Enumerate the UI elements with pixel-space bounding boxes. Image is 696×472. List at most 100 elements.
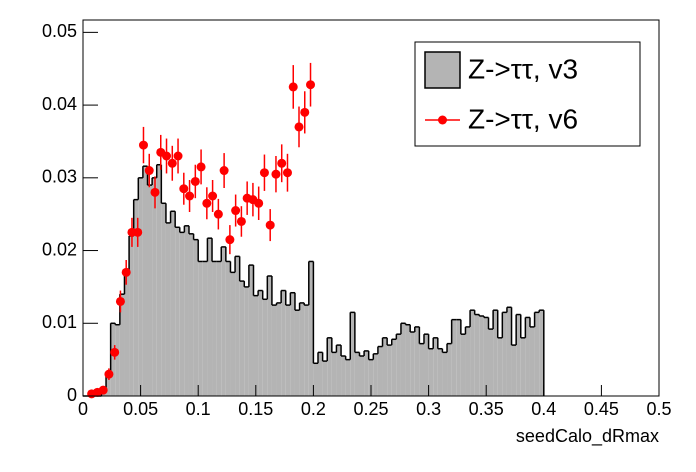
hist-bar bbox=[373, 353, 378, 396]
hist-bar bbox=[129, 236, 134, 396]
y-tick-label: 0.03 bbox=[42, 167, 77, 187]
hist-bar bbox=[318, 352, 323, 396]
x-tick-label: 0.15 bbox=[238, 399, 273, 419]
hist-bar bbox=[391, 339, 397, 396]
hist-bar bbox=[304, 305, 309, 396]
x-tick-label: 0.4 bbox=[531, 399, 556, 419]
hist-bar bbox=[239, 281, 245, 396]
data-point bbox=[110, 347, 120, 357]
hist-bar bbox=[539, 310, 544, 396]
data-point bbox=[213, 209, 223, 219]
hist-bar bbox=[442, 352, 448, 396]
hist-bar bbox=[396, 334, 401, 396]
data-point bbox=[190, 176, 200, 186]
y-tick-label: 0.01 bbox=[42, 312, 77, 332]
data-point bbox=[300, 107, 310, 117]
hist-bar bbox=[525, 317, 530, 396]
hist-bar bbox=[308, 261, 314, 396]
hist-bar bbox=[290, 292, 295, 396]
x-tick-label: 0.25 bbox=[353, 399, 388, 419]
hist-bar bbox=[193, 239, 199, 396]
data-point bbox=[259, 168, 269, 178]
hist-bar bbox=[230, 272, 236, 396]
hist-bar bbox=[202, 261, 208, 396]
hist-bar bbox=[152, 177, 157, 396]
hist-bar bbox=[313, 363, 319, 396]
hist-bar bbox=[267, 276, 272, 396]
data-point bbox=[162, 151, 172, 161]
hist-bar bbox=[368, 359, 374, 396]
legend-swatch bbox=[424, 51, 461, 89]
hist-bar bbox=[331, 352, 337, 396]
hist-bar bbox=[184, 225, 189, 396]
y-tick-label: 0.05 bbox=[42, 21, 77, 41]
hist-bar bbox=[138, 177, 143, 396]
hist-bar bbox=[447, 343, 452, 396]
data-point bbox=[219, 166, 229, 176]
data-point bbox=[225, 235, 235, 245]
data-point bbox=[121, 267, 131, 277]
hist-bar bbox=[428, 348, 434, 396]
hist-bar bbox=[483, 317, 489, 396]
hist-bar bbox=[364, 350, 369, 396]
hist-bar bbox=[147, 185, 153, 396]
hist-bar bbox=[133, 199, 139, 396]
data-point bbox=[294, 122, 304, 132]
data-point bbox=[202, 198, 212, 208]
data-point bbox=[173, 151, 183, 161]
hist-bar bbox=[387, 345, 392, 396]
hist-bar bbox=[359, 356, 365, 396]
hist-bar bbox=[285, 305, 291, 396]
hist-bar bbox=[345, 359, 351, 396]
hist-bar bbox=[258, 290, 263, 396]
x-tick-label: 0.05 bbox=[123, 399, 158, 419]
data-point bbox=[271, 169, 281, 179]
hist-bar bbox=[198, 261, 203, 396]
hist-bar bbox=[110, 323, 116, 396]
data-point bbox=[138, 140, 148, 150]
legend-label: Z->ττ, v6 bbox=[468, 103, 578, 134]
legend-marker bbox=[438, 115, 447, 125]
legend: Z->ττ, v3 Z->ττ, v6 bbox=[414, 41, 641, 147]
data-point bbox=[306, 80, 316, 90]
hist-bar bbox=[188, 233, 194, 396]
x-tick-label: 0.1 bbox=[186, 399, 211, 419]
hist-bar bbox=[179, 232, 185, 396]
data-point bbox=[231, 206, 241, 216]
data-point bbox=[196, 162, 206, 172]
hist-bar bbox=[451, 319, 457, 396]
x-tick-label: 0.5 bbox=[646, 399, 671, 419]
hist-bar bbox=[294, 310, 300, 396]
hist-bar bbox=[322, 361, 328, 396]
hist-bar bbox=[479, 316, 484, 396]
hist-bar bbox=[382, 337, 388, 396]
hist-bar bbox=[488, 329, 494, 396]
y-tick-label: 0 bbox=[67, 385, 77, 405]
hist-bar bbox=[165, 222, 171, 396]
data-point bbox=[288, 82, 298, 92]
hist-bar bbox=[493, 310, 498, 396]
hist-bar bbox=[497, 337, 503, 396]
x-tick-label: 0 bbox=[78, 399, 88, 419]
x-tick-label: 0.2 bbox=[301, 399, 326, 419]
hist-bar bbox=[175, 227, 180, 396]
hist-bar bbox=[235, 256, 240, 396]
data-point bbox=[179, 184, 189, 194]
data-point bbox=[277, 158, 287, 168]
hist-bar bbox=[248, 265, 254, 396]
hist-bar bbox=[414, 326, 420, 396]
x-axis-label: seedCalo_dRmax bbox=[516, 426, 659, 447]
hist-bar bbox=[244, 286, 249, 396]
hist-bar bbox=[470, 310, 475, 396]
hist-bar bbox=[106, 374, 111, 396]
y-tick-label: 0.04 bbox=[42, 94, 77, 114]
hist-bar bbox=[336, 345, 342, 396]
legend-label: Z->ττ, v3 bbox=[468, 53, 578, 84]
hist-bar bbox=[327, 337, 332, 396]
hist-bar bbox=[534, 312, 540, 396]
hist-bar bbox=[405, 324, 411, 396]
data-point bbox=[115, 296, 125, 306]
hist-bar bbox=[262, 299, 268, 396]
hist-bar bbox=[465, 326, 471, 396]
